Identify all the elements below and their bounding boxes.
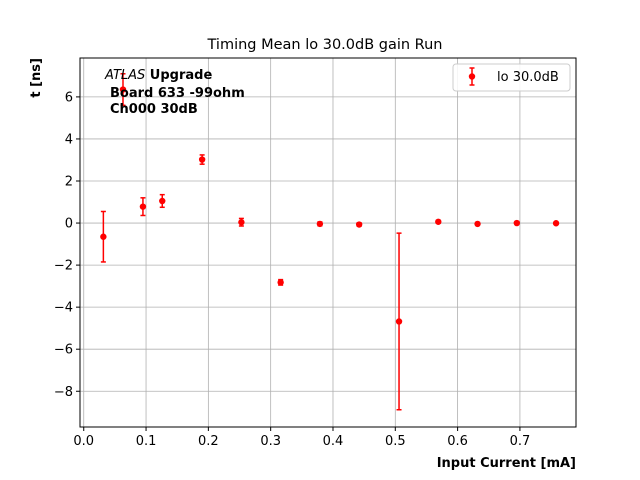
upgrade-label: Upgrade bbox=[145, 68, 212, 83]
x-tick-label: 0.7 bbox=[510, 434, 531, 449]
data-point bbox=[474, 220, 481, 228]
plot-frame bbox=[79, 57, 577, 428]
atlas-label: ATLAS bbox=[104, 68, 145, 83]
legend: lo 30.0dB bbox=[452, 63, 571, 92]
x-tick-label: 0.6 bbox=[447, 434, 468, 449]
x-tick-label: 0.1 bbox=[136, 434, 157, 449]
data-point bbox=[513, 219, 521, 227]
y-tick-label: 2 bbox=[65, 175, 73, 190]
annotation-line-3: Ch000 30dB bbox=[110, 102, 198, 117]
x-axis: 0.0 0.1 0.2 0.3 0.4 0.5 0.6 0.7 bbox=[73, 427, 530, 449]
data-layer bbox=[100, 73, 560, 411]
data-point bbox=[316, 220, 324, 228]
data-point bbox=[277, 279, 284, 286]
grid bbox=[80, 58, 576, 427]
data-point bbox=[395, 318, 403, 325]
data-point bbox=[159, 197, 166, 205]
x-tick-label: 0.5 bbox=[385, 434, 406, 449]
y-tick-label: 6 bbox=[65, 90, 73, 105]
y-tick-label: −4 bbox=[54, 301, 73, 316]
data-point bbox=[139, 203, 147, 210]
y-tick-label: −2 bbox=[54, 259, 73, 274]
y-tick-label: −8 bbox=[54, 385, 73, 400]
data-point bbox=[435, 218, 442, 225]
annotation-line-2: Board 633 -99ohm bbox=[110, 86, 245, 101]
chart-title: Timing Mean lo 30.0dB gain Run bbox=[207, 37, 443, 53]
annotation-block: ATLAS Upgrade Board 633 -99ohm Ch000 30d… bbox=[104, 68, 245, 117]
data-point bbox=[238, 219, 245, 226]
x-axis-label: Input Current [mA] bbox=[437, 456, 576, 471]
legend-box bbox=[452, 63, 571, 92]
x-tick-label: 0.0 bbox=[73, 434, 94, 449]
series-lo-30-0db bbox=[100, 73, 560, 411]
y-tick-label: 0 bbox=[65, 217, 73, 232]
data-point bbox=[198, 156, 206, 163]
data-point bbox=[355, 221, 363, 228]
data-point bbox=[552, 220, 560, 227]
legend-marker bbox=[468, 67, 476, 86]
y-axis-label: t [ns] bbox=[29, 58, 44, 98]
annotation-line-1: ATLAS Upgrade bbox=[104, 68, 212, 83]
y-tick-label: 4 bbox=[65, 132, 73, 147]
data-point bbox=[100, 233, 107, 240]
x-tick-label: 0.4 bbox=[323, 434, 344, 449]
x-tick-label: 0.3 bbox=[260, 434, 281, 449]
y-axis: −8 −6 −4 −2 0 2 4 6 bbox=[54, 90, 80, 400]
x-tick-label: 0.2 bbox=[198, 434, 219, 449]
legend-label: lo 30.0dB bbox=[497, 70, 559, 85]
data-point bbox=[119, 86, 127, 93]
y-tick-label: −6 bbox=[54, 343, 73, 358]
